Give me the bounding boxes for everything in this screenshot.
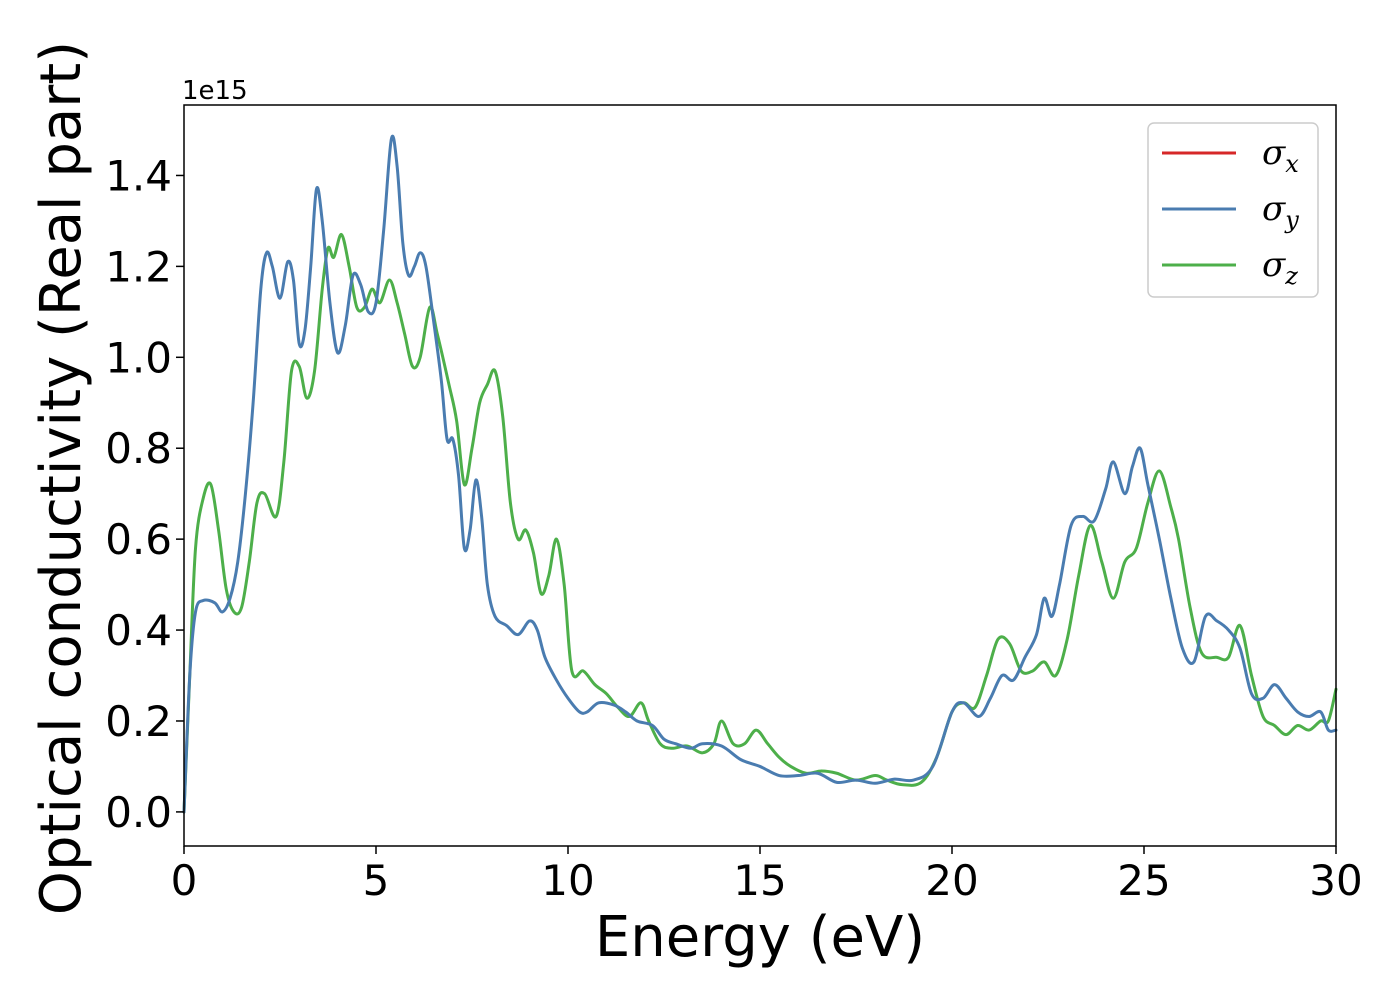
x-tick-label: 25 [1117,856,1170,905]
y-tick-label: 1.0 [105,333,172,382]
y-tick-label: 0.6 [105,515,172,564]
x-tick-label: 15 [733,856,786,905]
y-axis-label: Optical conductivity (Real part) [29,41,94,915]
y-tick-label: 0.2 [105,697,172,746]
x-axis-label: Energy (eV) [595,905,925,970]
y-tick-label: 1.4 [105,151,172,200]
x-axis: 0 5 10 15 20 25 30 [171,846,1363,905]
series-line-sigma-z [182,233,1338,814]
x-tick-label: 10 [541,856,594,905]
y-tick-label: 0.0 [105,788,172,837]
x-tick-label: 0 [171,856,198,905]
y-offset-label: 1e15 [182,76,248,106]
y-tick-label: 1.2 [105,242,172,291]
x-tick-label: 5 [363,856,390,905]
x-tick-label: 20 [925,856,978,905]
x-tick-label: 30 [1309,856,1362,905]
y-tick-label: 0.4 [105,606,172,655]
y-tick-label: 0.8 [105,424,172,473]
series-line-sigma-y [182,134,1338,814]
y-axis: 0.0 0.2 0.4 0.6 0.8 1.0 1.2 1.4 [105,151,184,837]
series-layer [182,134,1338,814]
